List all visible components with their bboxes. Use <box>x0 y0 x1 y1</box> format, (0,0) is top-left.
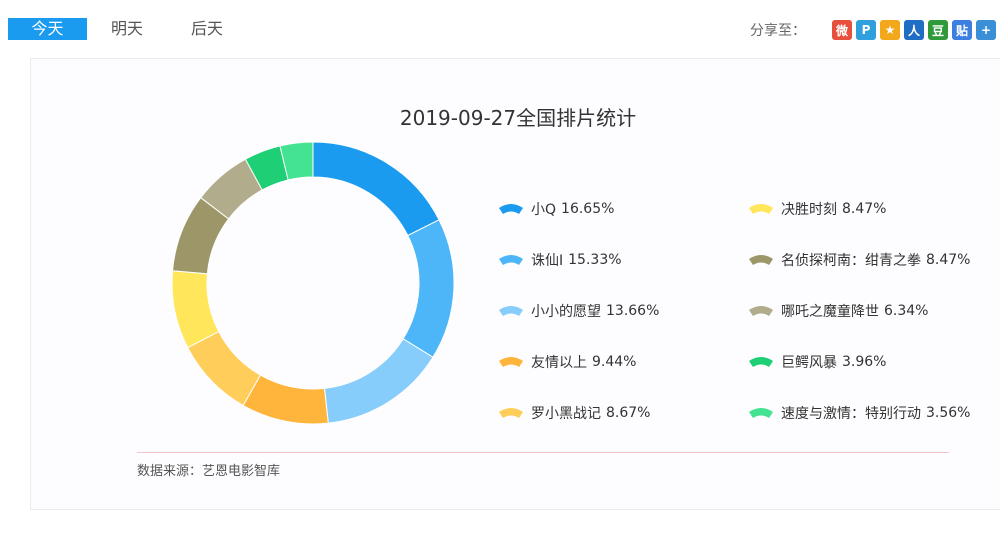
legend-swatch <box>499 306 523 316</box>
chart-title: 2019-09-27全国排片统计 <box>399 106 637 130</box>
legend-value: 8.67% <box>606 405 651 421</box>
legend-value: 8.47% <box>842 201 887 217</box>
legend-item[interactable]: 决胜时刻 8.47% <box>748 199 886 219</box>
donut-slice[interactable] <box>312 141 440 237</box>
legend-name: 巨鳄风暴 <box>781 355 837 371</box>
tab-day-after-tomorrow[interactable]: 后天 <box>190 19 223 38</box>
legend-item[interactable]: 巨鳄风暴 3.96% <box>748 352 886 372</box>
legend-swatch <box>499 357 523 367</box>
legend-value: 8.47% <box>926 252 971 268</box>
legend-name: 哪吒之魔童降世 <box>781 304 879 320</box>
donut-slice[interactable] <box>279 141 314 181</box>
qzone-icon[interactable]: P <box>856 20 876 40</box>
tab-tomorrow[interactable]: 明天 <box>110 19 143 38</box>
legend-swatch <box>749 408 773 418</box>
donut-slice[interactable] <box>186 330 262 407</box>
renren-icon[interactable]: 人 <box>904 20 924 40</box>
legend-value: 6.34% <box>884 303 929 319</box>
divider <box>137 452 949 453</box>
legend-swatch <box>749 306 773 316</box>
legend-value: 3.56% <box>926 405 971 421</box>
data-source: 数据来源：艺恩电影智库 <box>137 464 281 479</box>
top-bar: 今天 明天 后天 分享至： 微 P ★ 人豆贴 + <box>0 0 1000 58</box>
legend-value: 13.66% <box>606 303 660 319</box>
legend-value: 15.33% <box>568 252 622 268</box>
tab-today[interactable]: 今天 <box>8 18 87 40</box>
legend-value: 16.65% <box>561 201 615 217</box>
legend-name: 小Q <box>531 202 557 218</box>
legend-name: 名侦探柯南：绀青之拳 <box>781 253 921 269</box>
douban-icon[interactable]: 豆 <box>928 20 948 40</box>
qq-star-icon[interactable]: ★ <box>880 20 900 40</box>
legend-swatch <box>749 255 773 265</box>
weibo-icon[interactable]: 微 <box>832 20 852 40</box>
legend-swatch <box>499 255 523 265</box>
legend-name: 诛仙Ⅰ <box>531 253 564 269</box>
legend-name: 决胜时刻 <box>781 202 837 218</box>
legend-swatch <box>749 357 773 367</box>
legend-name: 友情以上 <box>531 355 587 371</box>
tieba-icon[interactable]: 贴 <box>952 20 972 40</box>
legend-item[interactable]: 友情以上 9.44% <box>498 352 636 372</box>
legend-item[interactable]: 哪吒之魔童降世 6.34% <box>748 301 928 321</box>
legend-value: 3.96% <box>842 354 887 370</box>
donut-chart <box>171 141 455 425</box>
legend-swatch <box>499 408 523 418</box>
legend-item[interactable]: 名侦探柯南：绀青之拳 8.47% <box>748 250 970 270</box>
legend-swatch <box>499 204 523 214</box>
legend-item[interactable]: 小Q 16.65% <box>498 199 614 219</box>
donut-slice[interactable] <box>323 338 434 424</box>
legend-item[interactable]: 小小的愿望 13.66% <box>498 301 659 321</box>
share-label: 分享至： <box>750 23 806 39</box>
legend-value: 9.44% <box>592 354 637 370</box>
legend-name: 速度与激情：特别行动 <box>781 406 921 422</box>
day-tabs: 今天 明天 后天 <box>8 18 247 40</box>
legend-swatch <box>749 204 773 214</box>
legend-item[interactable]: 罗小黑战记 8.67% <box>498 403 650 423</box>
share-bar: 分享至： 微 P ★ 人豆贴 + <box>750 18 1000 42</box>
legend-item[interactable]: 诛仙Ⅰ 15.33% <box>498 250 622 270</box>
legend-item[interactable]: 速度与激情：特别行动 3.56% <box>748 403 970 423</box>
more-share-icon[interactable]: + <box>976 20 996 40</box>
legend-name: 罗小黑战记 <box>531 406 601 422</box>
legend-name: 小小的愿望 <box>531 304 601 320</box>
donut-slice[interactable] <box>402 219 455 358</box>
